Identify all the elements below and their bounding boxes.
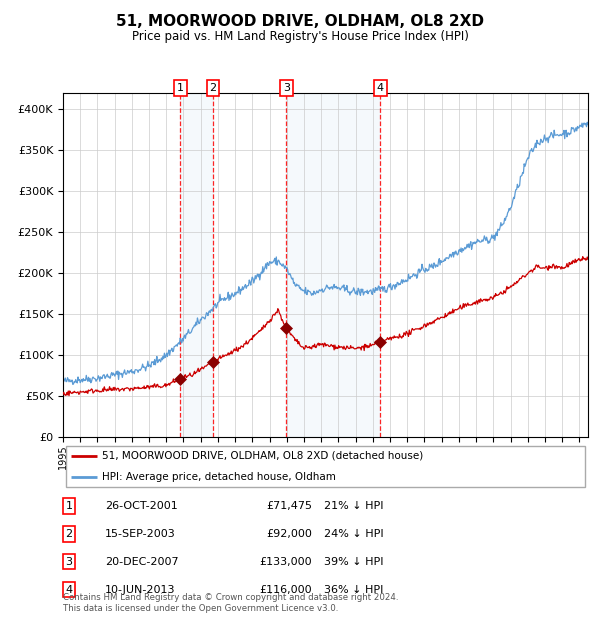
Text: 20-DEC-2007: 20-DEC-2007 xyxy=(105,557,179,567)
Text: 10-JUN-2013: 10-JUN-2013 xyxy=(105,585,176,595)
Text: 39% ↓ HPI: 39% ↓ HPI xyxy=(324,557,383,567)
Text: 2: 2 xyxy=(209,83,217,93)
Bar xyxy=(181,93,213,437)
Text: 51, MOORWOOD DRIVE, OLDHAM, OL8 2XD (detached house): 51, MOORWOOD DRIVE, OLDHAM, OL8 2XD (det… xyxy=(103,451,424,461)
Text: Contains HM Land Registry data © Crown copyright and database right 2024.
This d: Contains HM Land Registry data © Crown c… xyxy=(63,593,398,613)
Text: HPI: Average price, detached house, Oldham: HPI: Average price, detached house, Oldh… xyxy=(103,472,336,482)
Text: £133,000: £133,000 xyxy=(259,557,312,567)
Text: 1: 1 xyxy=(177,83,184,93)
Text: 4: 4 xyxy=(65,585,73,595)
Text: 3: 3 xyxy=(65,557,73,567)
FancyBboxPatch shape xyxy=(65,446,586,487)
Text: Price paid vs. HM Land Registry's House Price Index (HPI): Price paid vs. HM Land Registry's House … xyxy=(131,30,469,43)
Text: 4: 4 xyxy=(377,83,384,93)
Text: 21% ↓ HPI: 21% ↓ HPI xyxy=(324,501,383,511)
Text: 15-SEP-2003: 15-SEP-2003 xyxy=(105,529,176,539)
Text: 3: 3 xyxy=(283,83,290,93)
Text: 36% ↓ HPI: 36% ↓ HPI xyxy=(324,585,383,595)
Text: 1: 1 xyxy=(65,501,73,511)
Text: 2: 2 xyxy=(65,529,73,539)
Bar xyxy=(286,93,380,437)
Text: £92,000: £92,000 xyxy=(266,529,312,539)
Text: 26-OCT-2001: 26-OCT-2001 xyxy=(105,501,178,511)
Text: £116,000: £116,000 xyxy=(259,585,312,595)
Text: £71,475: £71,475 xyxy=(266,501,312,511)
Text: 51, MOORWOOD DRIVE, OLDHAM, OL8 2XD: 51, MOORWOOD DRIVE, OLDHAM, OL8 2XD xyxy=(116,14,484,29)
Text: 24% ↓ HPI: 24% ↓ HPI xyxy=(324,529,383,539)
